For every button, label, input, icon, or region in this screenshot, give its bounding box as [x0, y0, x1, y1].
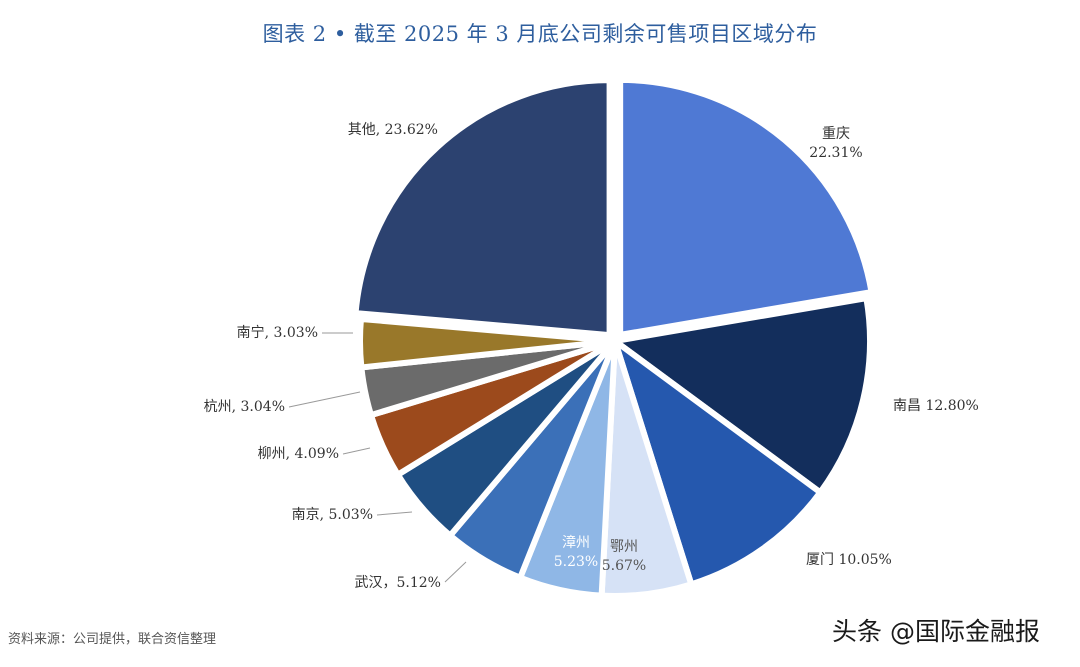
- slice-label-南宁: 南宁, 3.03%: [237, 324, 318, 341]
- slice-label-其他: 其他, 23.62%: [348, 122, 438, 138]
- pie-slice-南昌: [607, 294, 873, 497]
- slice-label-南昌: 南昌 12.80%: [893, 398, 979, 414]
- chart-title: 图表 2 • 截至 2025 年 3 月底公司剩余可售项目区域分布: [262, 22, 818, 46]
- leader-line-武汉: [444, 561, 467, 583]
- pie-slice-其他: [352, 77, 613, 339]
- slice-label-杭州: 杭州, 3.04%: [204, 399, 285, 415]
- leader-line-南京: [376, 511, 413, 516]
- slice-label-重庆: 重庆 22.31%: [809, 126, 862, 161]
- leader-line-柳州: [342, 447, 371, 455]
- pie-slice-厦门: [609, 333, 825, 589]
- slice-label-厦门: 厦门 10.05%: [806, 552, 892, 568]
- pie-slice-南宁: [357, 315, 616, 371]
- pie-slice-重庆: [617, 76, 875, 339]
- leader-line-杭州: [288, 391, 361, 408]
- slice-label-鄂州: 鄂州 5.67%: [602, 539, 646, 574]
- watermark: 头条 @国际金融报: [832, 617, 1040, 646]
- slice-label-漳州: 漳州 5.23%: [554, 534, 598, 570]
- slice-label-武汉: 武汉，5.12%: [355, 575, 441, 591]
- slice-label-南京: 南京, 5.03%: [292, 507, 373, 523]
- source-note: 资料来源：公司提供，联合资信整理: [8, 632, 217, 647]
- slice-label-柳州: 柳州, 4.09%: [258, 445, 339, 462]
